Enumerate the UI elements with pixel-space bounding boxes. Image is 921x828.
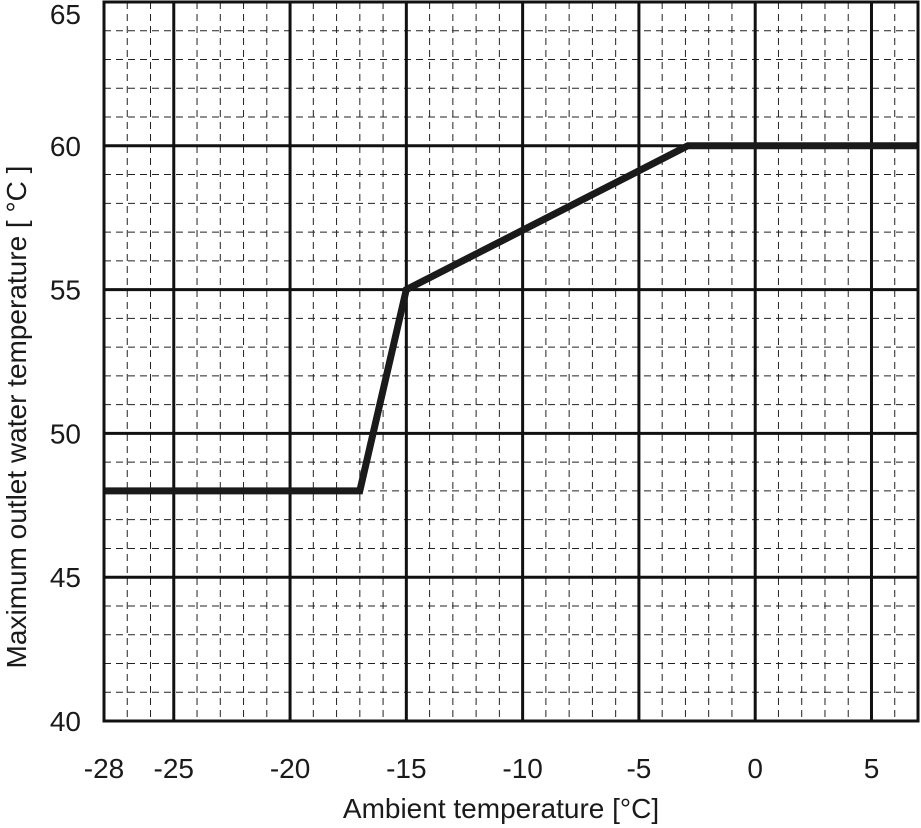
series-line-0 — [104, 142, 918, 495]
x-tick-label: -10 — [502, 753, 542, 784]
y-tick-label: 65 — [50, 0, 81, 30]
x-axis-title: Ambient temperature [°C] — [343, 793, 659, 824]
x-tick-label: -15 — [386, 753, 426, 784]
y-tick-labels: 40 45 50 55 60 65 — [50, 0, 81, 737]
x-tick-label: 5 — [864, 753, 880, 784]
y-axis-title: Maximum outlet water temperature [ °C ] — [1, 166, 32, 669]
x-tick-label: -28 — [84, 753, 124, 784]
y-tick-label: 40 — [50, 706, 81, 737]
major-grid — [104, 2, 918, 721]
y-tick-label: 60 — [50, 131, 81, 162]
x-tick-label: -20 — [270, 753, 310, 784]
y-tick-label: 55 — [50, 275, 81, 306]
minor-grid — [104, 2, 918, 721]
y-tick-label: 45 — [50, 562, 81, 593]
x-tick-label: -5 — [626, 753, 651, 784]
x-tick-labels: -28 -25 -20 -15 -10 -5 0 5 — [84, 753, 880, 784]
plot-frame — [102, 0, 920, 723]
series-layer — [104, 142, 918, 495]
y-tick-label: 50 — [50, 418, 81, 449]
x-tick-label: -25 — [154, 753, 194, 784]
x-tick-label: 0 — [747, 753, 763, 784]
